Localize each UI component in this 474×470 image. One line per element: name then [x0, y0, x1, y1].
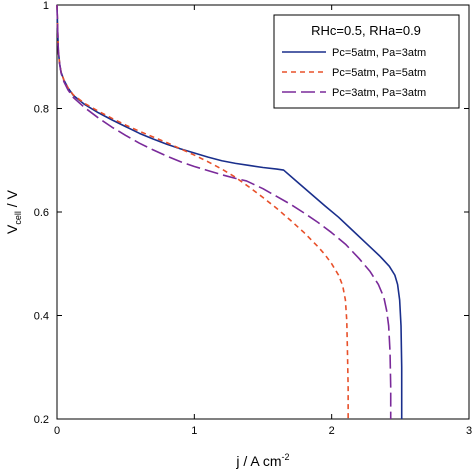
x-axis-title-main: j / A cm — [235, 453, 281, 469]
x-tick-label: 2 — [329, 425, 335, 437]
series-lines — [56, 4, 403, 419]
legend-label-series-1: Pc=5atm, Pa=3atm — [332, 47, 426, 59]
legend-title: RHc=0.5, RHa=0.9 — [311, 23, 421, 38]
x-axis-title-sup: -2 — [282, 452, 290, 462]
y-axis-title-main: V — [4, 224, 20, 234]
y-axis-title: Vcell / V — [4, 189, 23, 234]
axis-tick-labels: 0 1 2 3 0.2 0.4 0.6 0.8 1 — [34, 0, 472, 437]
y-tick-label: 0.4 — [34, 311, 49, 323]
x-tick-label: 1 — [191, 425, 197, 437]
legend-label-series-3: Pc=3atm, Pa=3atm — [332, 87, 426, 99]
y-tick-label: 0.8 — [34, 104, 49, 116]
x-tick-label: 0 — [54, 425, 60, 437]
axis-ticks — [56, 4, 470, 420]
y-tick-label: 0.6 — [34, 207, 49, 219]
series-line-3 — [56, 4, 392, 419]
legend-label-series-2: Pc=5atm, Pa=5atm — [332, 67, 426, 79]
y-tick-label: 1 — [43, 0, 49, 12]
x-tick-label: 3 — [466, 425, 472, 437]
y-axis-title-sub: cell — [13, 211, 23, 225]
y-tick-label: 0.2 — [34, 414, 49, 426]
series-line-1 — [56, 4, 403, 419]
y-axis-title-rest: / V — [4, 189, 20, 211]
series-line-2 — [56, 4, 349, 419]
legend: RHc=0.5, RHa=0.9 Pc=5atm, Pa=3atm Pc=5at… — [273, 14, 460, 109]
x-axis-title: j / A cm-2 — [235, 452, 289, 469]
